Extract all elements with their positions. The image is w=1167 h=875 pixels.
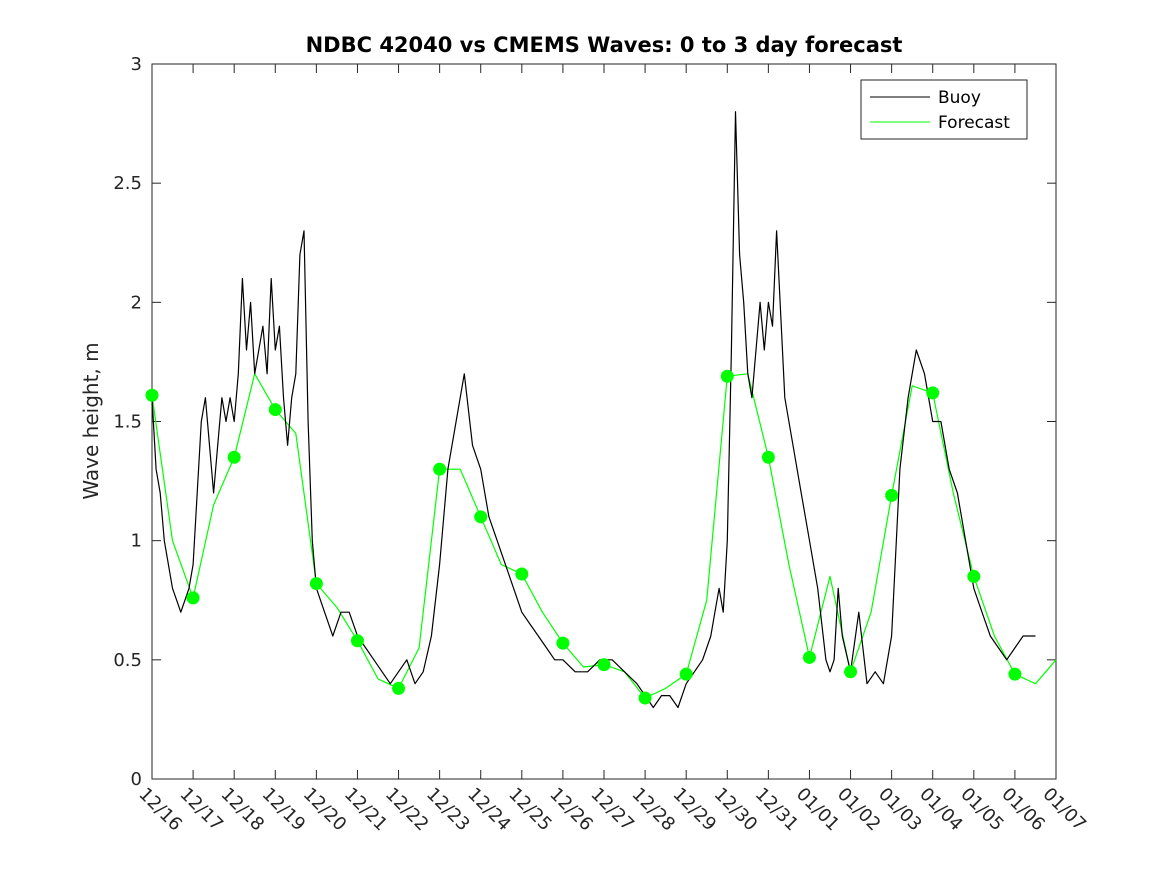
forecast-marker — [474, 510, 488, 524]
legend: Buoy Forecast — [860, 79, 1028, 140]
plot-area — [151, 63, 1057, 780]
forecast-marker — [597, 658, 611, 672]
forecast-marker — [186, 591, 200, 605]
forecast-marker — [309, 577, 323, 591]
forecast-marker — [515, 567, 529, 581]
y-tick-label: 2.5 — [113, 173, 142, 194]
forecast-marker — [350, 634, 364, 648]
series-line-buoy — [151, 111, 1036, 709]
forecast-marker — [802, 650, 816, 664]
legend-box — [860, 79, 1028, 140]
forecast-marker — [761, 450, 775, 464]
forecast-marker — [885, 488, 899, 502]
forecast-marker — [556, 636, 570, 650]
forecast-marker — [268, 403, 282, 417]
legend-label-buoy: Buoy — [938, 88, 981, 108]
y-axis-label: Wave height, m — [79, 342, 103, 499]
chart-title: NDBC 42040 vs CMEMS Waves: 0 to 3 day fo… — [306, 33, 903, 57]
forecast-marker — [720, 369, 734, 383]
forecast-marker — [433, 462, 447, 476]
forecast-marker — [967, 569, 981, 583]
y-tick-label: 2 — [131, 292, 142, 313]
legend-label-forecast: Forecast — [938, 113, 1010, 133]
forecast-marker — [227, 450, 241, 464]
y-tick-label: 0.5 — [113, 650, 142, 671]
y-tick-label: 0 — [131, 769, 142, 790]
forecast-marker — [844, 665, 858, 679]
forecast-marker — [926, 386, 940, 400]
forecast-marker — [638, 691, 652, 705]
y-axis: 0 0.5 1 1.5 2 2.5 3 — [113, 54, 1056, 790]
series-layer — [145, 111, 1057, 709]
forecast-marker — [145, 388, 159, 402]
y-tick-label: 3 — [131, 54, 142, 75]
forecast-marker — [1008, 667, 1022, 681]
y-tick-label: 1.5 — [113, 412, 142, 433]
forecast-marker — [392, 681, 406, 695]
axes-box — [151, 63, 1057, 780]
forecast-marker — [679, 667, 693, 681]
y-tick-label: 1 — [131, 531, 142, 552]
